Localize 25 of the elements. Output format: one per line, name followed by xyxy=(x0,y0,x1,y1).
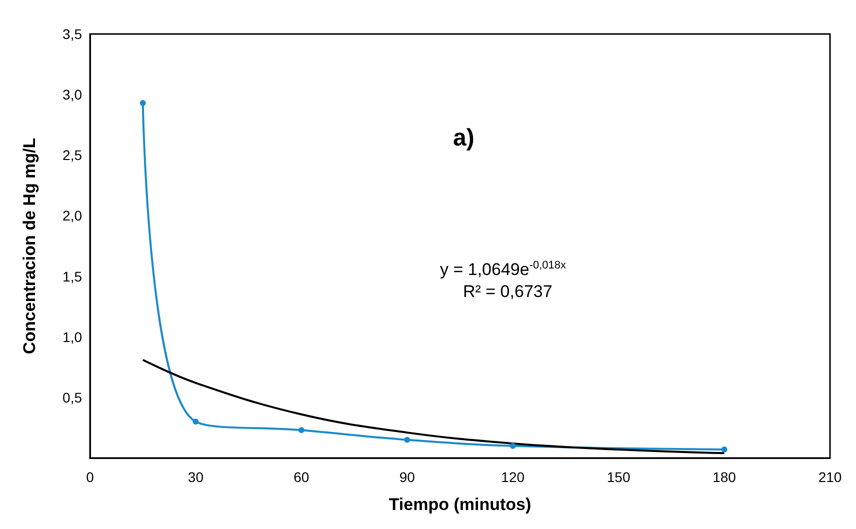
y-tick-label: 2,5 xyxy=(62,147,82,164)
y-tick-label: 2,0 xyxy=(62,208,82,224)
y-tick-label: 3,0 xyxy=(62,86,82,103)
point xyxy=(510,442,516,449)
y-tick-label: 3,5 xyxy=(62,26,82,42)
x-tick-label: 150 xyxy=(606,469,630,485)
x-tick-label: 60 xyxy=(294,469,310,485)
x-tick-label: 180 xyxy=(712,469,736,485)
x-tick-label: 30 xyxy=(188,469,204,485)
annotation: R² = 0,6737 xyxy=(463,282,552,301)
y-tick-label: 1,0 xyxy=(62,328,82,345)
y-axis-title: Concentracion de Hg mg/L xyxy=(20,138,39,354)
x-axis-title: Tiempo (minutos) xyxy=(388,495,532,514)
point xyxy=(298,427,304,434)
point xyxy=(721,446,728,453)
point xyxy=(192,418,199,425)
y-tick-label: 0,5 xyxy=(62,389,82,406)
x-tick-label: 120 xyxy=(501,469,525,485)
y-tick-label: 1,5 xyxy=(62,268,82,284)
x-tick-label: 0 xyxy=(86,469,94,485)
x-tick-label: 90 xyxy=(399,469,416,485)
point xyxy=(140,100,146,106)
point xyxy=(404,436,410,443)
x-tick-label: 210 xyxy=(818,469,842,485)
annotation: a) xyxy=(453,124,474,152)
